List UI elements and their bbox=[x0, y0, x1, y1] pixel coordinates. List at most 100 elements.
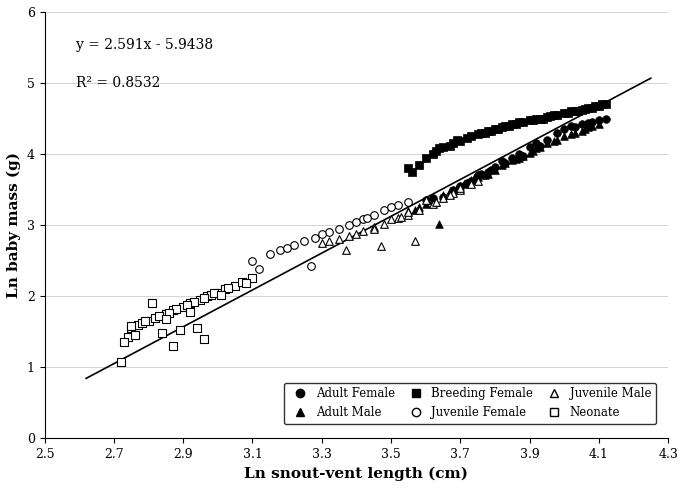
Point bbox=[531, 140, 542, 147]
Point bbox=[192, 325, 203, 332]
Point bbox=[410, 205, 421, 213]
Point bbox=[486, 127, 497, 135]
Point bbox=[434, 144, 445, 152]
Point bbox=[119, 339, 129, 346]
Text: R² = 0.8532: R² = 0.8532 bbox=[76, 76, 160, 90]
Point bbox=[541, 136, 552, 144]
Point bbox=[403, 207, 414, 215]
Point bbox=[559, 132, 570, 140]
Point bbox=[195, 296, 206, 304]
Point bbox=[375, 243, 386, 250]
Point bbox=[379, 205, 390, 213]
Point bbox=[576, 127, 587, 135]
Point bbox=[586, 118, 597, 126]
Point bbox=[527, 146, 538, 154]
Point bbox=[569, 123, 580, 131]
Point bbox=[219, 285, 230, 293]
Text: y = 2.591x - 5.9438: y = 2.591x - 5.9438 bbox=[76, 38, 213, 52]
Point bbox=[288, 241, 299, 249]
Point bbox=[323, 228, 334, 236]
Point bbox=[465, 180, 476, 188]
Point bbox=[455, 182, 466, 190]
Point bbox=[541, 113, 552, 121]
Point bbox=[420, 196, 431, 204]
Point bbox=[334, 236, 345, 244]
Point bbox=[164, 309, 175, 317]
Point bbox=[199, 294, 210, 302]
Point bbox=[514, 118, 525, 126]
Point bbox=[448, 186, 459, 194]
Point bbox=[275, 246, 286, 254]
Point bbox=[490, 125, 501, 133]
Point bbox=[202, 292, 213, 300]
Point bbox=[323, 237, 334, 244]
Point bbox=[126, 325, 137, 332]
Point bbox=[216, 291, 227, 299]
Point bbox=[534, 142, 545, 149]
Point bbox=[455, 186, 466, 194]
Point bbox=[236, 278, 247, 286]
Point bbox=[448, 140, 459, 147]
Point bbox=[167, 342, 178, 350]
Point bbox=[413, 205, 424, 213]
Point bbox=[185, 300, 196, 307]
Point bbox=[403, 208, 414, 216]
Point bbox=[524, 116, 535, 124]
Point bbox=[174, 326, 185, 334]
Point bbox=[524, 143, 535, 151]
Point bbox=[171, 305, 182, 313]
Point bbox=[316, 230, 327, 238]
Point bbox=[490, 163, 501, 171]
Point bbox=[573, 107, 584, 115]
Point bbox=[133, 321, 144, 328]
Point bbox=[541, 140, 552, 147]
Point bbox=[580, 125, 590, 133]
Point bbox=[434, 221, 445, 228]
Point bbox=[510, 155, 521, 163]
Point bbox=[386, 216, 397, 224]
Point bbox=[500, 159, 511, 166]
Point bbox=[122, 334, 133, 342]
Point bbox=[223, 284, 234, 292]
Point bbox=[462, 135, 473, 142]
Point bbox=[472, 171, 483, 179]
Point bbox=[438, 193, 449, 201]
Point bbox=[552, 111, 563, 119]
Point bbox=[482, 168, 493, 176]
Point bbox=[369, 211, 379, 219]
Point bbox=[177, 303, 188, 311]
Legend: Adult Female, Adult Male, Breeding Female, Juvenile Female, Juvenile Male, Neona: Adult Female, Adult Male, Breeding Femal… bbox=[284, 383, 656, 424]
Point bbox=[465, 177, 476, 184]
Point bbox=[351, 218, 362, 225]
Point bbox=[469, 174, 479, 182]
Point bbox=[403, 164, 414, 172]
Point bbox=[482, 170, 493, 178]
Point bbox=[160, 315, 171, 323]
Point bbox=[344, 232, 355, 240]
Point bbox=[393, 214, 403, 222]
Point bbox=[465, 132, 476, 140]
Point bbox=[455, 184, 466, 192]
Point bbox=[445, 187, 456, 195]
Point bbox=[475, 170, 486, 178]
Point bbox=[140, 317, 151, 325]
Point bbox=[393, 202, 403, 209]
Point bbox=[369, 223, 379, 230]
Point bbox=[167, 306, 178, 314]
Point bbox=[448, 189, 459, 197]
Point bbox=[153, 312, 164, 320]
Point bbox=[427, 200, 438, 208]
Point bbox=[517, 118, 528, 126]
Point bbox=[181, 301, 192, 309]
Point bbox=[188, 298, 199, 306]
Point bbox=[524, 149, 535, 157]
Point bbox=[369, 225, 379, 233]
Point bbox=[507, 154, 518, 162]
Point bbox=[247, 257, 258, 264]
Point bbox=[517, 152, 528, 160]
Point bbox=[427, 196, 438, 204]
Point bbox=[427, 150, 438, 158]
Point bbox=[199, 335, 210, 343]
Point bbox=[472, 177, 483, 185]
Point bbox=[548, 138, 559, 145]
